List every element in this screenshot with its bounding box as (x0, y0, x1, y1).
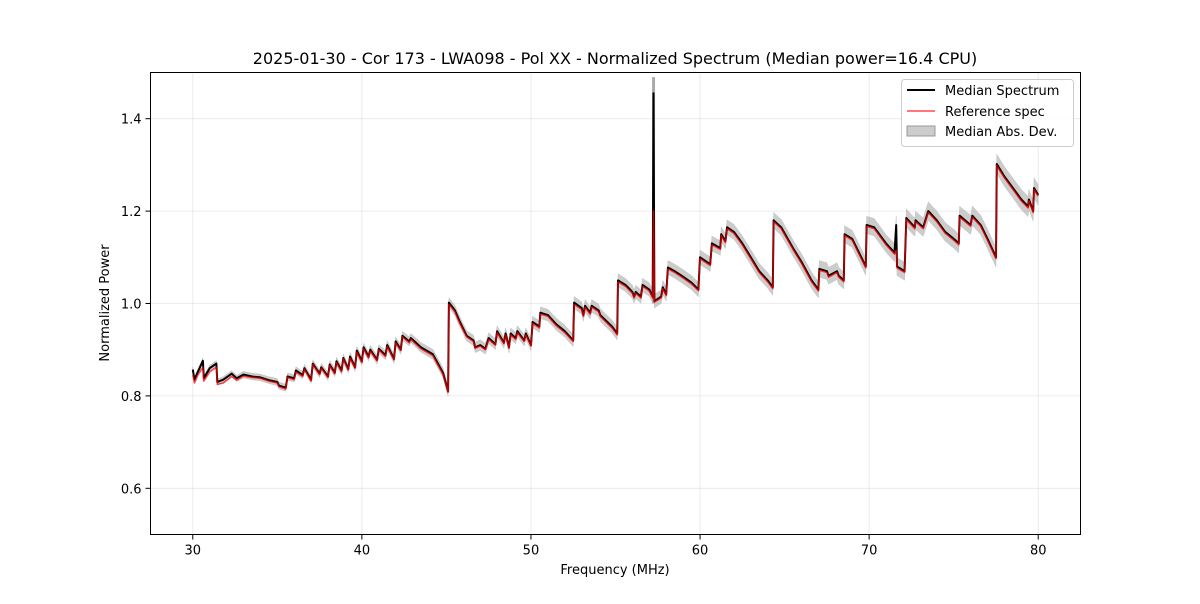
y-tick-label: 1.2 (121, 205, 142, 220)
legend-box (901, 79, 1074, 147)
legend-mad-swatch (906, 125, 936, 137)
series-lines (191, 92, 1040, 394)
reference-spec-line (192, 165, 1039, 394)
x-tick-label: 60 (692, 544, 709, 559)
x-tick-label: 40 (354, 544, 371, 559)
legend-mad-label: Median Abs. Dev. (945, 125, 1057, 140)
y-axis-label: Normalized Power (98, 244, 113, 362)
y-tick-label: 0.6 (121, 482, 142, 497)
y-tick-label: 1.0 (121, 298, 142, 313)
x-tick-label: 70 (861, 544, 878, 559)
x-tick-label: 50 (523, 544, 540, 559)
y-tick-label: 1.4 (121, 113, 142, 128)
chart-title: 2025-01-30 - Cor 173 - LWA098 - Pol XX -… (253, 49, 977, 68)
y-axis-ticks: 0.6 0.8 1.0 1.2 1.4 (121, 113, 151, 497)
legend-median-label: Median Spectrum (945, 84, 1059, 99)
mad-band-area (192, 86, 1039, 397)
legend: Median Spectrum Reference spec Median Ab… (901, 79, 1074, 147)
x-axis-ticks: 30 40 50 60 70 80 (184, 534, 1047, 559)
x-axis-label: Frequency (MHz) (560, 563, 669, 578)
legend-reference-label: Reference spec (945, 105, 1045, 120)
x-tick-label: 80 (1030, 544, 1047, 559)
y-tick-label: 0.8 (121, 390, 142, 405)
x-tick-label: 30 (184, 544, 201, 559)
